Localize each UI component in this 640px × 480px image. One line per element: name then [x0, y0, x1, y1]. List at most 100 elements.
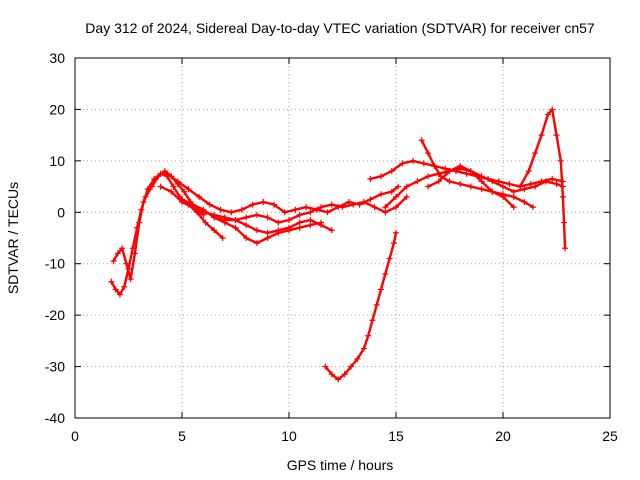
data-point [127, 276, 134, 283]
data-point [328, 227, 335, 234]
x-tick-label: 5 [178, 428, 186, 444]
data-point [335, 376, 342, 383]
data-point [253, 211, 260, 218]
data-point [264, 214, 271, 221]
y-tick-label: -10 [45, 256, 65, 272]
data-point [211, 214, 218, 221]
data-point [393, 193, 399, 200]
data-point [521, 186, 528, 193]
data-point [286, 217, 292, 223]
data-point [517, 183, 524, 190]
data-point [378, 286, 385, 293]
series-line-track-9 [384, 167, 565, 209]
data-point [478, 173, 485, 180]
x-tick-label: 25 [602, 428, 618, 444]
data-point [510, 204, 517, 211]
data-point [410, 157, 417, 164]
x-axis-label: GPS time / hours [287, 457, 394, 473]
data-point [478, 186, 485, 193]
x-tick-label: 10 [281, 428, 297, 444]
data-series-group [108, 106, 569, 383]
data-point [393, 204, 399, 211]
data-point [542, 178, 549, 185]
data-point [360, 345, 367, 352]
data-point [378, 191, 385, 198]
data-point [275, 219, 282, 226]
data-point [307, 222, 314, 229]
data-point [532, 150, 539, 157]
y-tick-label: 30 [49, 50, 65, 66]
data-point [123, 260, 130, 267]
data-point [425, 150, 432, 157]
data-point [108, 278, 115, 285]
data-point [264, 235, 271, 241]
data-point [553, 132, 560, 139]
data-point [119, 245, 126, 252]
series-line-track-4 [165, 172, 400, 214]
series-line-track-1 [110, 169, 205, 296]
data-point [393, 229, 399, 236]
data-point [382, 209, 389, 216]
data-point [116, 291, 123, 298]
data-point [110, 258, 117, 265]
data-point [179, 196, 185, 203]
data-point [307, 209, 314, 216]
data-point [253, 240, 260, 247]
data-point [217, 206, 224, 213]
data-point [403, 183, 410, 190]
data-point [324, 209, 331, 216]
data-point [390, 240, 397, 247]
data-point [238, 206, 245, 213]
data-point [157, 183, 164, 190]
data-point [348, 363, 355, 370]
chart-title: Day 312 of 2024, Sidereal Day-to-day VTE… [85, 20, 595, 36]
data-point [549, 175, 556, 182]
data-point [414, 178, 421, 185]
data-point [367, 175, 374, 182]
data-point [538, 132, 545, 139]
data-point [281, 209, 288, 216]
data-point [420, 160, 427, 167]
data-point [202, 219, 209, 226]
data-point [219, 235, 226, 241]
data-point [322, 363, 329, 370]
data-point [367, 196, 374, 203]
data-point [221, 217, 228, 223]
data-point [243, 222, 250, 229]
data-point [544, 111, 551, 118]
data-point [350, 201, 357, 208]
data-point [196, 193, 203, 200]
data-point [136, 219, 143, 226]
data-point [529, 204, 536, 211]
data-point [211, 227, 218, 234]
data-point [264, 229, 271, 236]
x-tick-label: 20 [495, 428, 511, 444]
data-point [271, 201, 278, 208]
data-point [442, 165, 449, 172]
data-point [228, 209, 235, 216]
data-point [318, 204, 325, 211]
data-point [249, 201, 256, 208]
data-point [553, 181, 560, 187]
data-point [467, 168, 474, 175]
data-point [232, 224, 239, 231]
data-point [403, 193, 410, 200]
y-tick-label: 0 [57, 204, 65, 220]
data-point [418, 137, 425, 144]
data-point [286, 227, 292, 234]
data-point [388, 188, 395, 195]
data-point [112, 286, 119, 293]
axis-ticks: 0 5 10 15 20 25 -40 -30 -20 -10 0 10 20 30 [45, 50, 618, 444]
data-point [489, 178, 496, 185]
data-point [510, 193, 517, 200]
y-tick-label: -30 [45, 359, 65, 375]
data-point [341, 371, 348, 378]
data-point [328, 371, 335, 378]
data-point [532, 183, 539, 190]
data-point [121, 283, 128, 290]
data-point [500, 183, 506, 190]
data-point [369, 317, 376, 324]
data-point [446, 168, 453, 175]
data-point [386, 255, 393, 262]
